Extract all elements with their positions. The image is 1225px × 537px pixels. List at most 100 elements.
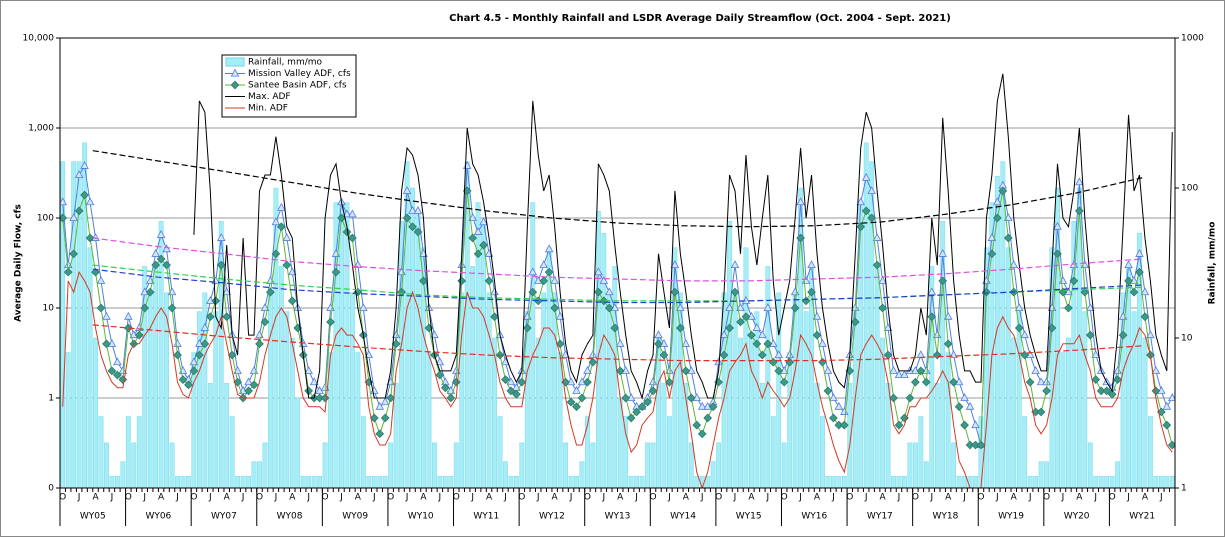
- rain-bar: [442, 475, 448, 488]
- point-marker: [1064, 303, 1073, 313]
- point-marker: [1129, 287, 1139, 297]
- point-marker: [555, 311, 565, 320]
- y-tick-label: 10,000: [23, 34, 55, 44]
- point-marker: [823, 386, 833, 396]
- rain-bar: [503, 461, 508, 488]
- rain-bar: [158, 221, 164, 488]
- point-marker: [113, 357, 122, 366]
- point-marker: [244, 386, 253, 396]
- point-marker: [1036, 377, 1046, 386]
- series-line: [62, 270, 1173, 488]
- point-marker: [326, 317, 335, 327]
- group-label: WY19: [998, 512, 1024, 522]
- rain-bar: [743, 247, 749, 488]
- point-marker: [987, 249, 997, 259]
- rain-bar: [1169, 475, 1175, 488]
- point-marker: [206, 296, 215, 304]
- rain-bar: [1153, 475, 1159, 488]
- rain-bar: [426, 352, 432, 488]
- point-marker: [697, 429, 707, 439]
- rain-bar: [667, 416, 672, 488]
- group-label: WY09: [342, 512, 368, 522]
- rain-bar: [1148, 416, 1153, 488]
- trendline: [92, 324, 1143, 362]
- point-marker: [889, 366, 898, 374]
- rain-bar: [470, 266, 476, 488]
- x-tick-label: A: [289, 493, 296, 503]
- point-marker: [839, 420, 849, 430]
- y2-tick-label: 10: [1181, 334, 1193, 344]
- rain-bar: [1066, 337, 1071, 488]
- point-marker: [528, 267, 538, 276]
- rain-bar: [175, 475, 180, 488]
- legend-marker: [230, 68, 240, 77]
- rain-bar: [831, 475, 836, 488]
- point-marker: [1014, 323, 1024, 333]
- rain-bar: [382, 475, 388, 488]
- point-marker: [752, 323, 762, 331]
- point-marker: [730, 287, 740, 297]
- rain-bar: [437, 475, 443, 488]
- point-marker: [741, 312, 751, 322]
- rain-bar: [186, 475, 191, 488]
- rain-bar: [923, 461, 929, 488]
- point-marker: [1146, 330, 1155, 339]
- rain-bar: [486, 292, 492, 488]
- point-marker: [244, 377, 253, 386]
- rain-bar: [350, 292, 355, 488]
- point-marker: [1053, 221, 1062, 230]
- point-marker: [894, 420, 904, 430]
- x-tick-label: A: [879, 493, 886, 503]
- rain-bar: [1093, 475, 1099, 488]
- group-label: WY21: [1129, 512, 1155, 522]
- x-tick-label: J: [339, 493, 343, 503]
- rain-bar: [1038, 461, 1044, 488]
- rain-bar: [836, 475, 842, 488]
- point-marker: [790, 287, 800, 296]
- point-marker: [621, 366, 630, 374]
- point-marker: [80, 160, 89, 169]
- point-marker: [736, 303, 745, 311]
- rain-bar: [492, 337, 497, 488]
- point-marker: [123, 323, 133, 333]
- rain-bar: [820, 416, 825, 488]
- point-marker: [342, 209, 352, 218]
- point-marker: [1025, 350, 1035, 359]
- rain-bar: [76, 161, 82, 488]
- point-marker: [1091, 375, 1101, 384]
- point-marker: [938, 276, 948, 286]
- point-marker: [818, 338, 827, 347]
- point-marker: [1135, 267, 1144, 277]
- point-marker: [1075, 177, 1084, 186]
- legend-label: Min. ADF: [248, 104, 288, 114]
- group-label: WY12: [539, 512, 565, 522]
- rain-bar: [1060, 352, 1066, 488]
- point-marker: [577, 393, 587, 403]
- x-tick-label: J: [864, 493, 868, 503]
- y-tick-label: 100: [37, 214, 54, 224]
- point-marker: [375, 401, 385, 410]
- rain-bar: [759, 382, 765, 488]
- group-label: WY16: [801, 512, 827, 522]
- x-tick-label: J: [634, 493, 638, 503]
- point-marker: [288, 267, 297, 276]
- rain-bar: [1027, 475, 1033, 488]
- point-marker: [1167, 393, 1175, 401]
- rain-bar: [1049, 247, 1055, 488]
- rain-bar: [240, 475, 246, 488]
- rain-bar: [278, 266, 284, 488]
- legend-label: Max. ADF: [248, 92, 291, 102]
- point-marker: [260, 303, 270, 311]
- point-marker: [960, 393, 969, 401]
- point-marker: [69, 249, 79, 259]
- trendline: [92, 237, 1143, 282]
- x-tick-label: O: [1043, 493, 1050, 503]
- rain-bar: [880, 337, 885, 488]
- point-marker: [1069, 276, 1079, 286]
- point-marker: [440, 383, 450, 393]
- point-marker: [96, 303, 106, 313]
- point-marker: [457, 260, 467, 269]
- point-marker: [774, 350, 784, 359]
- point-marker: [856, 197, 865, 206]
- point-marker: [894, 370, 904, 379]
